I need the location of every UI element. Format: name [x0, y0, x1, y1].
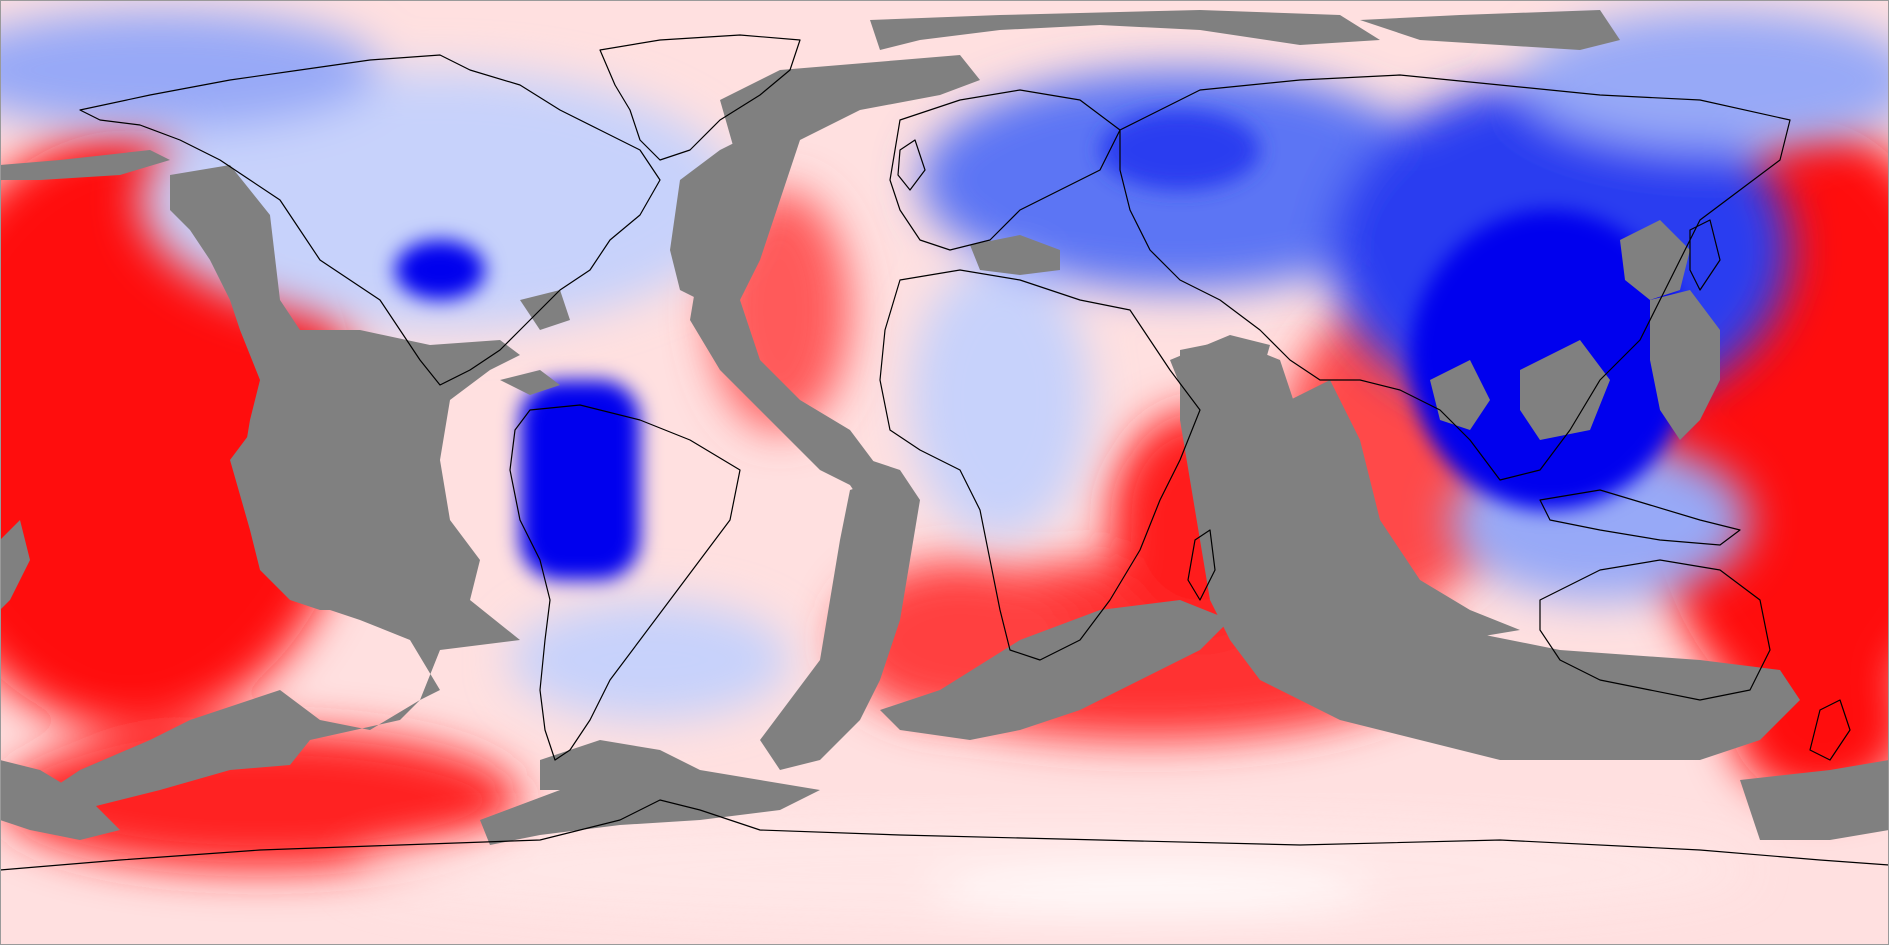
coast-greenland — [599, 34, 801, 161]
masked-regions — [0, 10, 1889, 845]
coast-madagascar — [1187, 529, 1216, 601]
coastlines — [0, 34, 1889, 871]
coast-japan — [1689, 219, 1721, 291]
coast-africa — [879, 269, 1201, 661]
coast-antarctica — [0, 799, 1889, 871]
coast-australia — [1539, 559, 1771, 701]
coast-europe — [889, 89, 1121, 251]
coast-indonesia — [1539, 489, 1741, 546]
coast-british-isles — [897, 139, 926, 191]
coast-new-zealand — [1809, 699, 1851, 761]
coast-asia — [1119, 74, 1791, 481]
coast-south-america — [509, 404, 741, 761]
coast-north-america — [79, 54, 661, 386]
